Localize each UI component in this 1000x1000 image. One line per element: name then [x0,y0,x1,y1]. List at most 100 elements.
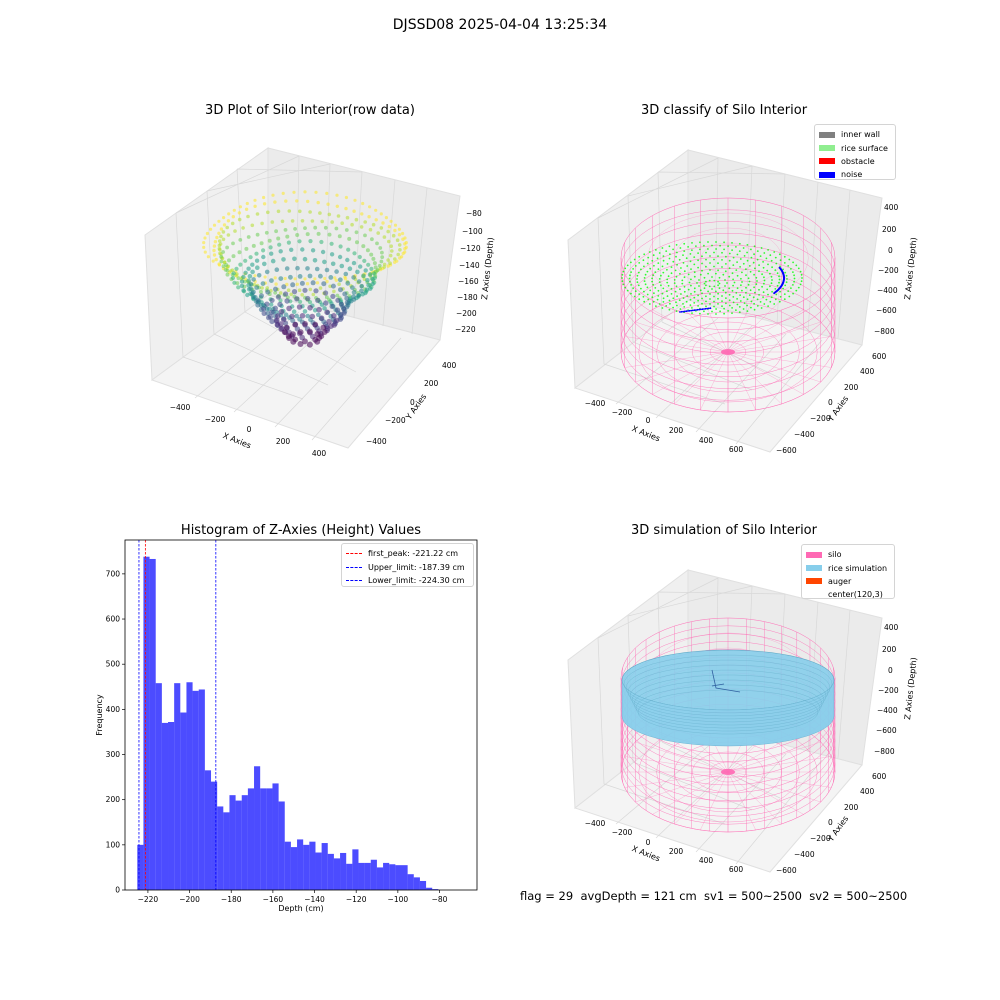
data-point [265,289,271,295]
rice-surface-point [693,271,696,274]
y-tick: 400 [860,367,875,376]
data-point [236,285,241,290]
rice-surface-point [705,258,707,261]
data-point [330,220,335,224]
noise-point [690,309,693,312]
rice-surface-point [624,267,627,270]
data-point [310,280,316,286]
legend-label: silo [828,550,842,560]
rice-surface-point [682,303,684,305]
z-tick: 400 [884,203,899,212]
rice-surface-point [779,295,782,298]
y-tick: −400 [794,430,815,439]
rice-surface-point [743,255,746,257]
silo-floor-spoke [727,771,756,831]
rice-surface-point [683,270,686,273]
rice-surface-point [636,274,639,277]
data-point [387,239,391,244]
data-point [286,305,292,312]
data-point [371,256,376,261]
data-point [337,277,343,283]
data-point [327,232,332,237]
rice-surface-point [643,280,646,282]
data-point [376,231,381,235]
rice-surface-point [728,299,731,302]
data-point [387,224,391,229]
rice-surface-point [718,287,721,290]
rice-surface-point [765,298,768,301]
rice-surface-point [732,278,734,281]
noise-point [680,310,683,313]
rice-surface-point [748,280,751,283]
rice-surface-point [693,287,696,290]
rice-surface-point [630,292,632,295]
noise-point [698,308,701,311]
rice-surface-point [669,302,671,305]
data-point [244,246,249,251]
data-point [290,282,296,288]
rice-surface-point [758,264,760,266]
histogram-title: Histogram of Z-Axies (Height) Values [180,523,422,538]
data-point [289,331,296,338]
rice-surface-point [643,253,646,256]
rice-surface-point [739,258,742,260]
rice-surface-point [773,303,776,305]
rice-surface-point [718,282,721,285]
rice-surface-point [708,285,711,288]
data-point [318,286,323,290]
histogram-bar [278,801,285,890]
data-point [319,302,325,307]
data-point [379,259,384,264]
data-point [248,281,254,287]
rice-surface-point [758,270,760,273]
noise-point [693,309,696,312]
rice-surface-point [675,244,678,246]
rice-surface-point [686,265,689,267]
rice-surface-point [672,306,674,309]
data-point [370,237,374,242]
rice-surface-point [649,289,652,292]
rice-surface-point [701,297,703,300]
data-point [306,199,310,204]
histogram-bar [198,689,205,890]
data-point [255,302,261,308]
histogram-bar [266,788,273,890]
data-point [253,274,257,278]
x-tick: 0 [646,416,651,425]
rice-surface-point [661,247,664,249]
silo-ring [620,221,836,342]
rice-surface-point [778,278,781,281]
data-point [336,214,341,218]
rice-surface-point [653,292,655,295]
data-point [335,297,341,303]
rice-surface-point [727,310,729,312]
data-point [391,233,396,238]
histogram-bar [432,889,439,890]
rice-surface-point [681,279,684,282]
data-point [217,231,221,235]
rice-surface-point [774,288,777,290]
histogram-bar [389,864,396,890]
rice-surface-point [736,298,738,300]
data-point [326,318,332,325]
rice-surface-point [661,307,664,309]
rice-surface-point [778,253,781,256]
data-point [245,292,250,298]
data-point [366,262,371,267]
rice-surface-point [652,274,655,277]
data-point [302,321,308,327]
data-point [318,315,325,322]
rice-surface-point [736,261,738,263]
data-point [363,220,368,224]
data-point [260,286,264,290]
legend-label: auger [828,576,852,586]
data-point [291,289,298,295]
data-point [335,204,339,208]
data-point [254,265,260,271]
data-point [313,277,317,281]
rice-surface-point [693,302,696,304]
silo-floor-spoke [652,351,729,395]
data-point [312,307,318,313]
data-point [313,288,319,294]
rice-surface-point [686,295,689,297]
